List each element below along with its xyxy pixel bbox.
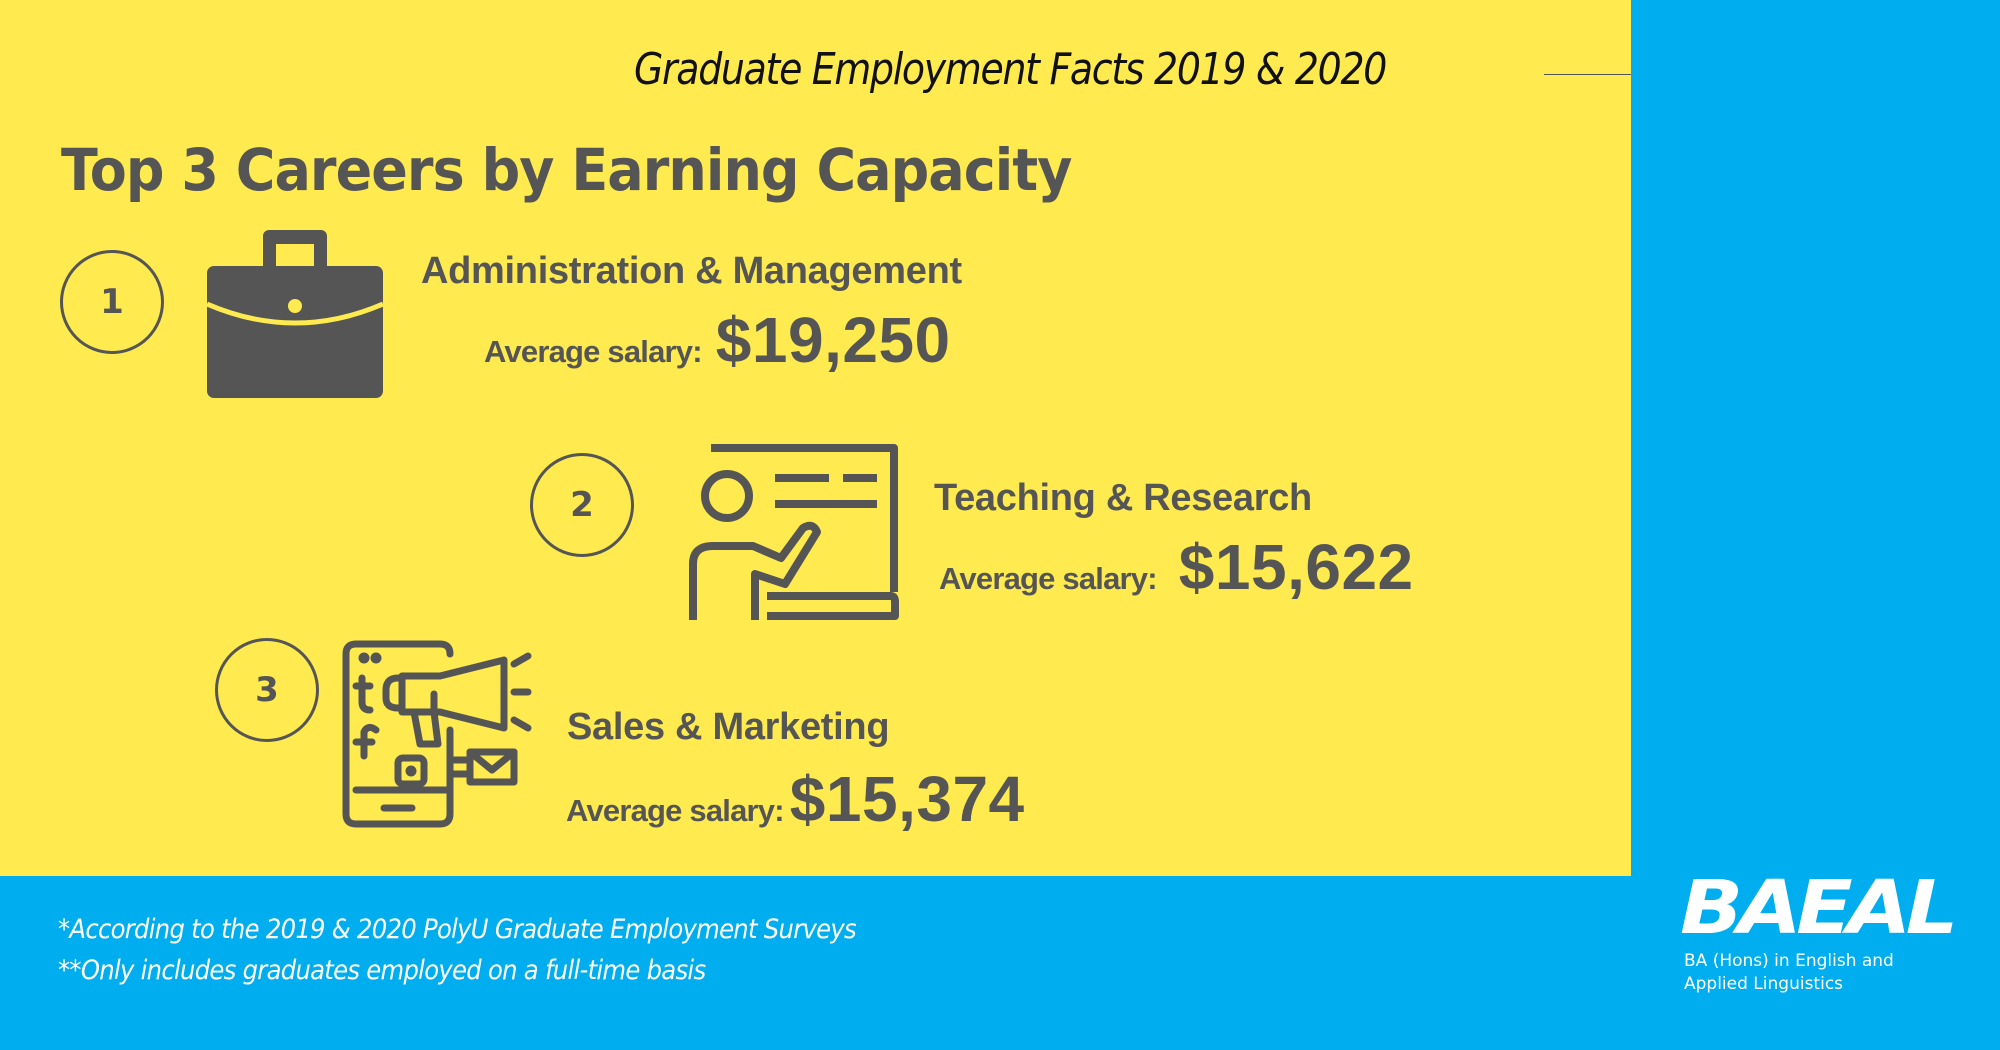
salary-label: Average salary:: [566, 793, 785, 828]
title-divider-line: [1544, 74, 1631, 75]
logo-wordmark: BAEAL: [1680, 865, 1958, 951]
rank-badge-1: 1: [60, 250, 164, 354]
logo-subtitle-line2: Applied Linguistics: [1684, 974, 1844, 994]
salary-label: Average salary:: [939, 561, 1158, 596]
teacher-presentation-icon: [689, 444, 901, 625]
footnote-source: *According to the 2019 & 2020 PolyU Grad…: [58, 914, 857, 945]
briefcase-icon: [206, 230, 384, 403]
salary-value: $15,374: [789, 763, 1025, 835]
career-name: Teaching & Research: [934, 477, 1312, 519]
salary-row: Average salary: $19,250: [484, 303, 951, 377]
career-name: Administration & Management: [421, 250, 962, 292]
footnote-fulltime: **Only includes graduates employed on a …: [58, 955, 706, 986]
logo-subtitle-line1: BA (Hons) in English and: [1684, 951, 1894, 971]
salary-label: Average salary:: [484, 334, 703, 369]
baeal-logo: BAEAL BA (Hons) in English and Applied L…: [1680, 871, 1958, 996]
rank-badge-3: 3: [215, 638, 319, 742]
rank-number: 2: [570, 485, 594, 525]
page-title: Graduate Employment Facts 2019 & 2020: [634, 44, 1387, 95]
salary-value: $15,622: [1178, 531, 1414, 603]
rank-number: 3: [255, 670, 279, 710]
career-name: Sales & Marketing: [567, 706, 890, 748]
section-heading: Top 3 Careers by Earning Capacity: [61, 136, 1072, 204]
salary-value: $19,250: [715, 304, 951, 376]
rank-number: 1: [100, 282, 124, 322]
social-media-marketing-icon: [342, 640, 534, 833]
rank-badge-2: 2: [530, 453, 634, 557]
salary-row: Average salary: $15,622: [939, 530, 1414, 604]
salary-row: Average salary: $15,374: [566, 762, 1025, 836]
